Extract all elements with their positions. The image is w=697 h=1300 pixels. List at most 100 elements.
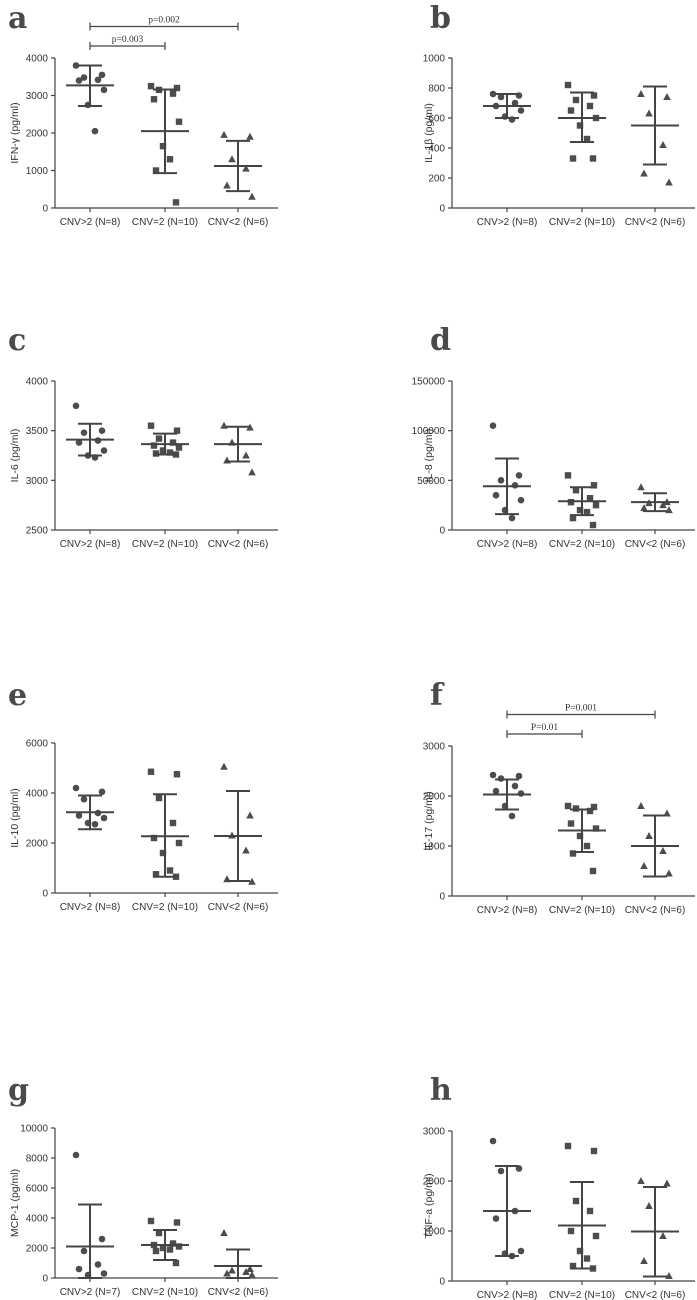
data-point [489,90,497,98]
data-point [75,77,83,84]
data-point [175,444,183,451]
series-group-1 [483,90,531,123]
data-point [166,156,174,163]
data-point [665,869,673,877]
x-category-label: CNV>2 (N=8) [60,902,121,913]
series-group-2 [141,82,189,206]
data-point [159,447,167,454]
data-point [640,1257,648,1264]
data-point [159,1244,167,1252]
y-tick-label: 6000 [26,1184,49,1195]
series-group-3 [214,1229,262,1279]
data-point [576,506,584,514]
data-point [492,1215,500,1222]
x-category-label: CNV=2 (N=10) [549,905,615,916]
data-point [242,451,250,459]
series-group-1 [66,62,114,135]
x-category-label: CNV=2 (N=10) [132,902,198,913]
p-value-label: p=0.003 [112,35,144,45]
series-group-3 [631,483,679,514]
panel-c: c 2500 3000 3500 4000 IL-6 (pg/ml) CNV>2 (N=8)… [8,323,278,550]
data-point [72,784,80,792]
x-category-label: CNV<2 (N=6) [625,1290,686,1300]
data-point [228,1266,236,1274]
y-tick-label: 2000 [423,792,446,803]
data-point [592,501,600,509]
data-point [173,771,181,778]
data-point [511,782,519,790]
data-point [228,155,236,163]
data-point [169,90,177,97]
data-point [100,447,108,454]
series-group-3 [214,130,262,200]
panel-letter: d [430,323,451,358]
y-tick-label: 2500 [26,526,49,537]
p-value-label: p=0.002 [148,16,180,26]
data-point [155,1229,163,1237]
data-point [94,1261,102,1268]
data-point [569,155,577,162]
y-tick-label: 1000 [26,166,49,177]
y-tick-label: 0 [439,526,445,537]
series-group-2 [141,1217,189,1267]
y-tick-label: 1000 [423,842,446,853]
y-tick-label: 10000 [20,1124,48,1135]
x-category-label: CNV>2 (N=8) [477,539,538,550]
series-group-2 [141,422,189,458]
data-point [564,1142,572,1150]
data-point [492,491,500,499]
data-point [175,839,183,847]
y-tick-label: 4000 [26,377,49,388]
data-point [242,846,250,854]
data-point [590,482,598,489]
y-axis-label: TNF-a (pg/ml) [423,1173,435,1238]
x-category-label: CNV>2 (N=7) [60,1287,121,1298]
data-point [100,86,108,94]
data-point [98,71,106,79]
data-point [508,514,516,522]
y-axis-label: MCP-1 (pg/ml) [9,1169,21,1237]
x-category-label: CNV>2 (N=8) [477,905,538,916]
data-point [169,439,177,446]
data-point [223,181,231,189]
significance-bracket: p=0.002 [89,16,239,31]
x-category-label: CNV<2 (N=6) [208,539,269,550]
panel-letter: a [8,1,27,36]
panel-h: h 0 1000 2000 3000 TNF-a (pg/ml) CNV>2 (N=8) CN… [423,1073,695,1300]
data-point [589,155,597,162]
data-point [637,802,645,809]
panel-f: f 0 1000 2000 3000 IL-17 (pg/ml) CNV>2 (N=8) CN… [423,678,695,916]
data-point [572,1197,580,1205]
data-point [517,496,525,504]
data-point [569,1262,577,1270]
data-point [91,820,99,828]
data-point [80,429,88,436]
data-point [567,107,575,114]
series-group-1 [483,771,531,820]
x-category-label: CNV<2 (N=6) [625,539,686,550]
x-category-label: CNV>2 (N=8) [477,1290,538,1300]
data-point [659,501,667,509]
y-tick-label: 0 [439,892,445,903]
data-point [659,847,667,854]
panel-e: e 0 2000 4000 6000 IL-10 (pg/ml) CNV>2 (N=8) CN… [8,678,278,913]
data-point [586,102,594,110]
x-category-label: CNV<2 (N=6) [625,217,686,228]
data-point [248,192,256,200]
y-tick-label: 2000 [423,1177,446,1188]
y-tick-label: 2000 [26,839,49,850]
data-point [246,1265,254,1272]
series-group-2 [558,81,606,162]
y-tick-label: 8000 [26,1154,49,1165]
data-point [517,107,525,114]
y-tick-label: 3000 [26,91,49,102]
data-point [152,871,160,878]
data-point [246,132,254,140]
data-point [564,802,572,810]
series-group-3 [631,85,679,186]
panel-letter: b [430,1,451,36]
data-point [173,427,181,434]
data-point [590,803,598,811]
data-point [242,1268,250,1275]
